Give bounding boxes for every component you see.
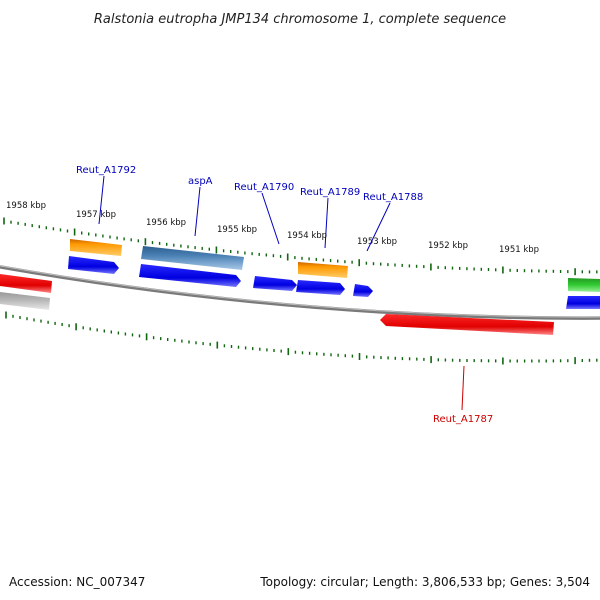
callout-aspa xyxy=(194,186,201,237)
callout-reut-a1790 xyxy=(261,192,280,245)
kbp-label-1951: 1951 kbp xyxy=(499,245,539,255)
feature-cds-forward-1[interactable] xyxy=(68,256,119,274)
feature-rna-1789[interactable] xyxy=(298,262,348,278)
accession-text: Accession: NC_007347 xyxy=(9,575,145,589)
kbp-label-1954: 1954 kbp xyxy=(287,231,327,241)
kbp-label-1958: 1958 kbp xyxy=(6,201,46,211)
callout-reut-a1788 xyxy=(366,202,391,252)
feature-gray-left[interactable] xyxy=(0,292,50,310)
feature-aspA[interactable] xyxy=(141,246,244,270)
inner-tick-ring xyxy=(5,311,598,365)
map-title: Ralstonia eutropha JMP134 chromosome 1, … xyxy=(94,12,506,27)
chromosome-backbone xyxy=(0,265,600,320)
kbp-label-1955: 1955 kbp xyxy=(217,225,257,235)
callout-reut-a1792 xyxy=(98,175,105,225)
gene-label-reut-a1790[interactable]: Reut_A1790 xyxy=(234,182,294,193)
gene-label-reut-a1788[interactable]: Reut_A1788 xyxy=(363,192,423,203)
feature-cds-forward-3[interactable] xyxy=(253,276,297,291)
gene-label-reut-a1789[interactable]: Reut_A1789 xyxy=(300,187,360,198)
outer-tick-ring xyxy=(3,217,598,276)
feature-rna-1792[interactable] xyxy=(70,239,122,256)
gene-label-reut-a1792[interactable]: Reut_A1792 xyxy=(76,165,136,176)
feature-cds-forward-right[interactable] xyxy=(566,296,600,309)
feature-cds-reverse-left[interactable] xyxy=(0,274,52,293)
feature-cds-forward-5[interactable] xyxy=(353,284,373,297)
gene-label-aspa[interactable]: aspA xyxy=(188,176,213,187)
kbp-label-1956: 1956 kbp xyxy=(146,218,186,228)
kbp-label-1957: 1957 kbp xyxy=(76,210,116,220)
chromosome-backbone-highlight xyxy=(0,265,600,318)
callout-reut-a1789 xyxy=(324,197,329,249)
feature-reut-a1787[interactable] xyxy=(380,314,554,335)
feature-other-right[interactable] xyxy=(568,278,600,292)
kbp-label-1952: 1952 kbp xyxy=(428,241,468,251)
kbp-label-1953: 1953 kbp xyxy=(357,237,397,247)
gene-label-reut-a1787[interactable]: Reut_A1787 xyxy=(433,414,493,425)
feature-cds-forward-2[interactable] xyxy=(139,264,241,287)
feature-cds-forward-4[interactable] xyxy=(296,280,345,295)
topology-text: Topology: circular; Length: 3,806,533 bp… xyxy=(259,575,590,589)
callout-reut-a1787 xyxy=(461,365,465,411)
